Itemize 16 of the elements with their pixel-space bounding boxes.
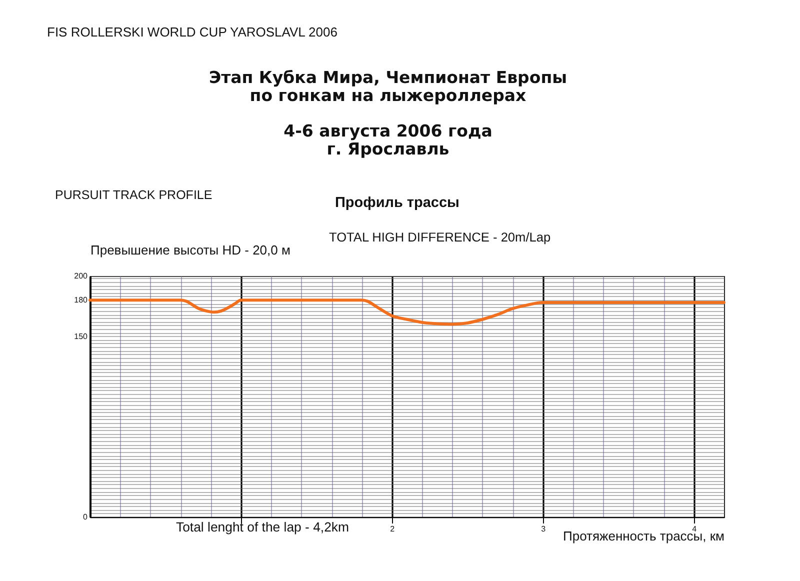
text: Профиль трассы <box>335 194 460 211</box>
text: Total lenght of the lap - 4,2km <box>176 519 350 534</box>
y-tick-label: 180 <box>74 296 88 305</box>
y-axis-title: Превышение высоты HD - 20,0 м <box>90 242 290 258</box>
chart-subtitle: 4-6 августа 2006 года г. Ярославль <box>284 122 492 158</box>
text: PURSUIT TRACK PROFILE <box>55 188 212 202</box>
x-tick-label: 4 <box>692 524 698 534</box>
y-tick-label: 0 <box>83 512 88 522</box>
text: TOTAL HIGH DIFFERENCE - 20m/Lap <box>329 230 551 245</box>
y-tick-label: 150 <box>74 332 88 341</box>
chart-title: Этап Кубка Мира, Чемпионат Европы по гонкам на лыжероллерах <box>208 68 568 105</box>
x-tick-label: 3 <box>541 524 546 534</box>
line-series <box>88 298 726 326</box>
x-tick-label: 2 <box>390 524 396 534</box>
y-tick-label: 200 <box>74 272 88 280</box>
text: FIS ROLLERSKI WORLD CUP YAROSLAVL 2006 <box>47 24 338 40</box>
